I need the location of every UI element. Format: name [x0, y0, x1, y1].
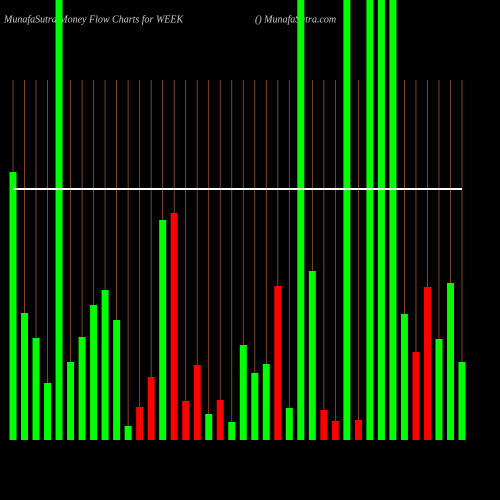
bar [400, 314, 408, 440]
bar [331, 421, 339, 440]
bar [136, 407, 144, 440]
bar [262, 364, 270, 440]
bar [435, 339, 443, 440]
bar [9, 172, 17, 440]
bar [297, 0, 305, 440]
bar [205, 414, 213, 440]
bar [90, 305, 98, 440]
bar [320, 410, 328, 440]
bar [228, 422, 236, 440]
bar [124, 426, 132, 440]
bar [44, 383, 52, 440]
bar [343, 0, 351, 440]
bar [412, 352, 420, 440]
bar [113, 320, 121, 440]
bar [55, 0, 63, 440]
bar [101, 290, 109, 440]
bar [377, 0, 385, 440]
bar [285, 408, 293, 440]
bar [239, 345, 247, 440]
bar [389, 0, 397, 440]
bar [423, 287, 431, 440]
bar [251, 373, 259, 440]
bar [354, 420, 362, 440]
bar [193, 365, 201, 440]
bar [216, 400, 224, 440]
bar [366, 0, 374, 440]
bar [182, 401, 190, 440]
bar [32, 338, 40, 440]
bar [274, 286, 282, 440]
bar [159, 220, 167, 440]
bar [446, 283, 454, 440]
bar [147, 377, 155, 440]
bar [21, 313, 29, 440]
bar [308, 271, 316, 440]
chart-subtitle: () MunafaSutra.com [255, 14, 336, 25]
bar [78, 337, 86, 440]
bar [458, 362, 466, 440]
bar [170, 213, 178, 440]
bar [67, 362, 75, 440]
chart-title: MunafaSutra Money Flow Charts for WEEK [3, 14, 184, 25]
